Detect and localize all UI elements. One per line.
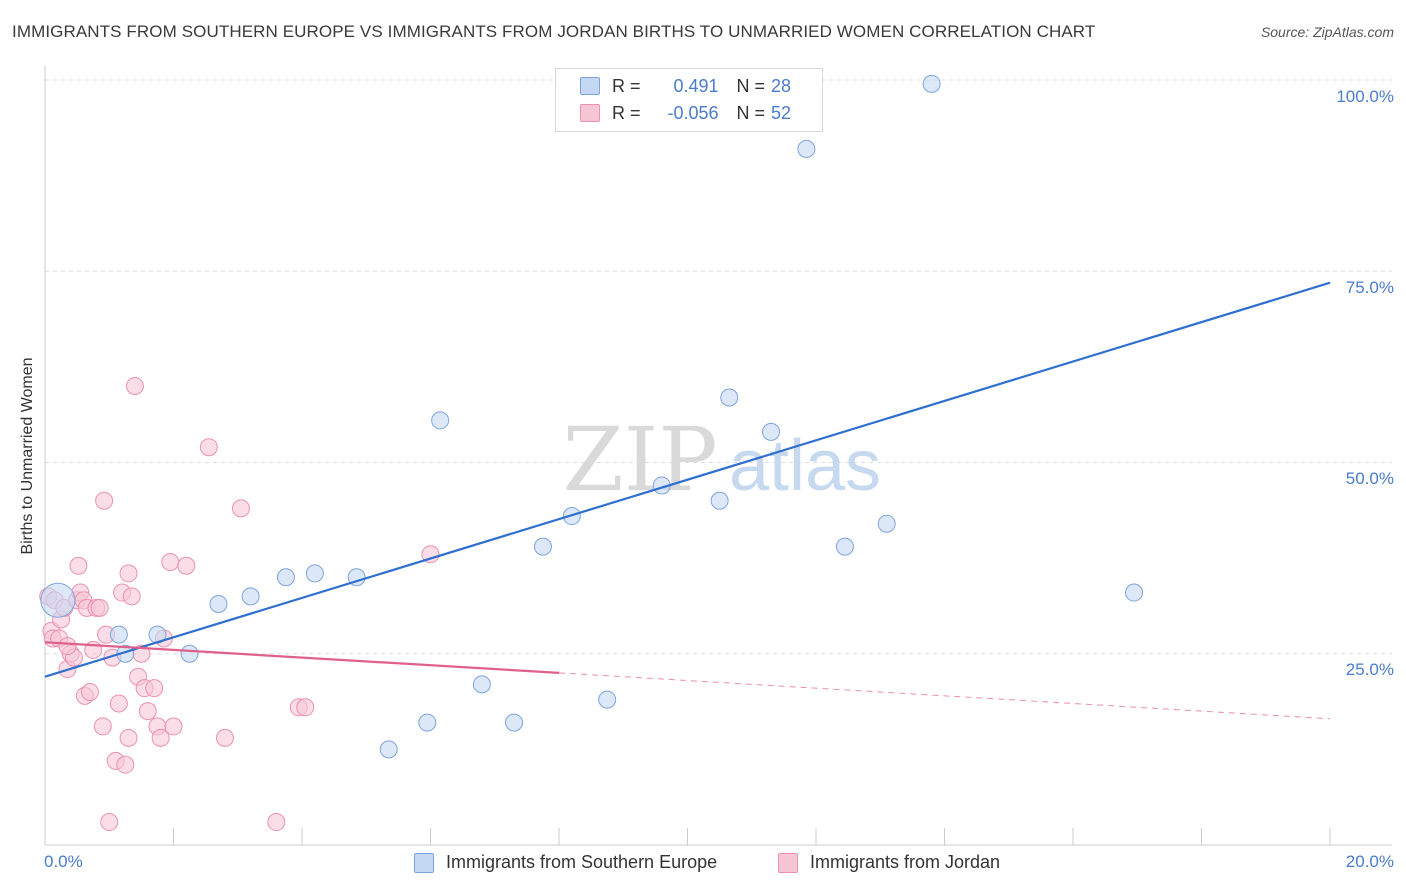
southern-europe-point: [1125, 583, 1144, 602]
stats-row-southern-europe: R = 0.491 N = 28: [580, 74, 791, 98]
southern-europe-point: [241, 587, 260, 606]
pink-legend-swatch: [778, 852, 798, 873]
y-tick-50: 50.0%: [1345, 469, 1394, 488]
x-tick-min: 0.0%: [44, 852, 83, 871]
pink-swatch: [580, 104, 600, 122]
jordan-point: [119, 728, 138, 747]
jordan-point: [122, 587, 141, 606]
jordan-point: [125, 377, 144, 395]
y-tick-100: 100.0%: [1336, 87, 1394, 106]
southern-europe-point: [180, 644, 199, 663]
jordan-trend-line: [44, 641, 560, 674]
jordan-point: [177, 556, 196, 575]
southern-europe-point: [598, 690, 617, 709]
southern-europe-point: [922, 74, 941, 93]
jordan-point: [296, 698, 315, 717]
r-label: R =: [612, 75, 641, 96]
r-value: -0.056: [667, 102, 719, 123]
jordan-point: [93, 717, 112, 736]
y-axis-label: Births to Unmarried Women: [19, 357, 36, 555]
southern-europe-point: [505, 713, 524, 732]
stats-legend: R = 0.491 N = 28 R = -0.056 N = 52: [555, 68, 823, 132]
source-label: Source: ZipAtlas.com: [1260, 24, 1394, 40]
blue-swatch: [580, 77, 600, 95]
gridlines: [45, 79, 1392, 655]
n-value: 28: [771, 75, 792, 96]
southern-europe-point: [209, 595, 228, 614]
stats-row-jordan: R = -0.056 N = 52: [580, 101, 791, 125]
legend-label-jordan: Immigrants from Jordan: [810, 852, 1001, 872]
southern-europe-point: [533, 537, 552, 556]
jordan-point: [161, 552, 180, 571]
jordan-point: [95, 491, 114, 510]
southern-europe-trend-line: [44, 281, 1331, 678]
southern-europe-point: [305, 564, 324, 583]
jordan-points: [39, 377, 440, 832]
southern-europe-point: [835, 537, 854, 556]
n-value: 52: [771, 102, 792, 123]
jordan-point: [80, 683, 99, 701]
x-tick-max: 20.0%: [1345, 852, 1394, 871]
n-label: N =: [736, 75, 766, 96]
jordan-point: [116, 755, 135, 774]
southern-europe-point: [762, 422, 781, 441]
jordan-point: [69, 556, 88, 575]
southern-europe-point: [109, 625, 128, 644]
y-tick-25: 25.0%: [1345, 660, 1394, 679]
southern-europe-point: [276, 568, 295, 587]
legend-item-jordan[interactable]: Immigrants from Jordan: [778, 852, 1000, 873]
n-label: N =: [736, 102, 766, 123]
watermark-atlas: atlas: [729, 426, 881, 506]
jordan-point: [109, 694, 128, 713]
jordan-point: [199, 438, 218, 457]
axes: [44, 66, 1392, 846]
legend-item-southern-europe[interactable]: Immigrants from Southern Europe: [414, 852, 717, 873]
y-tick-75: 75.0%: [1345, 278, 1394, 297]
jordan-point: [100, 813, 119, 832]
blue-legend-swatch: [414, 852, 434, 873]
southern-europe-point: [472, 675, 491, 694]
jordan-point: [151, 728, 170, 747]
jordan-point: [145, 679, 164, 698]
jordan-point: [164, 717, 183, 736]
southern-europe-points: [40, 74, 1144, 759]
jordan-point: [215, 728, 234, 747]
southern-europe-point: [720, 388, 739, 407]
jordan-point: [421, 545, 440, 564]
chart-title: IMMIGRANTS FROM SOUTHERN EUROPE VS IMMIG…: [12, 22, 1096, 41]
jordan-point: [267, 813, 286, 832]
jordan-point: [58, 637, 77, 656]
jordan-point: [90, 598, 109, 617]
jordan-point: [231, 499, 250, 518]
r-label: R =: [612, 102, 641, 123]
southern-europe-point: [431, 411, 450, 430]
southern-europe-point: [710, 491, 729, 510]
jordan-trend-extension: [558, 672, 1331, 720]
southern-europe-point: [877, 514, 896, 533]
r-value: 0.491: [673, 75, 719, 96]
southern-europe-point: [797, 139, 816, 158]
watermark-zip: ZIP: [562, 408, 717, 511]
southern-europe-point: [40, 582, 76, 618]
jordan-point: [138, 702, 157, 721]
jordan-point: [119, 564, 138, 583]
southern-europe-point: [379, 740, 398, 759]
legend-label-southern-europe: Immigrants from Southern Europe: [446, 852, 718, 872]
southern-europe-point: [418, 713, 437, 732]
trend-lines: [44, 281, 1331, 720]
